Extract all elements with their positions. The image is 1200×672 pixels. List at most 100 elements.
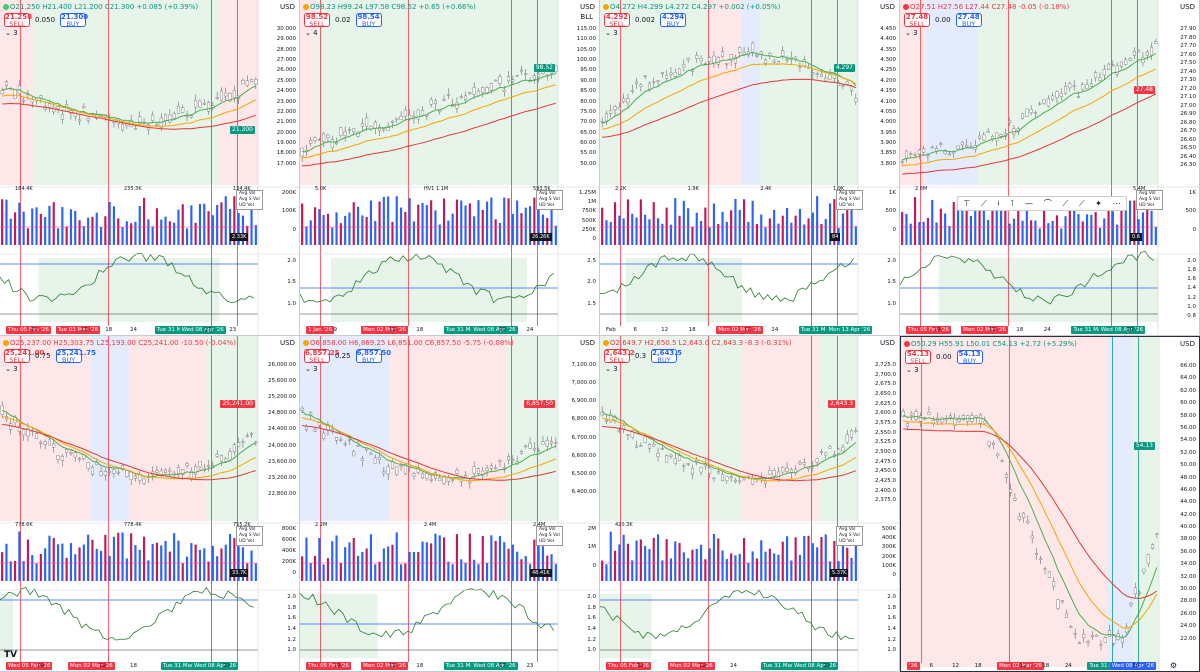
volume-bar xyxy=(635,217,638,245)
volume-bar xyxy=(498,535,502,581)
volume-bar xyxy=(468,203,471,245)
sell-button[interactable]: 98.52 SELL xyxy=(304,13,330,28)
buy-button[interactable]: 21.300 BUY xyxy=(60,13,88,28)
volume-bar xyxy=(61,543,64,581)
candle-body xyxy=(1025,108,1029,117)
volume-bar xyxy=(639,539,642,581)
drawing-tool-icon[interactable]: ⋯ xyxy=(1112,199,1121,208)
sell-button[interactable]: 2,643.2 SELL xyxy=(604,349,635,364)
oscillator-tick: 0.8 xyxy=(1187,312,1196,319)
drawing-tool-icon[interactable]: ✦ xyxy=(1095,199,1102,208)
chart-pane[interactable]: O50.29 H55.91 L50.01 C54.13 +2.72 (+5.29… xyxy=(900,336,1200,672)
candle-body xyxy=(1008,120,1012,123)
oscillator-tick: 1.2 xyxy=(887,636,896,643)
candle-body xyxy=(390,120,394,123)
chart-canvas[interactable] xyxy=(300,0,600,336)
ohlc-values: O6,858.00 H6,869.25 L6,851.00 C6,857.50 … xyxy=(310,339,514,347)
sell-button[interactable]: 21.250 SELL xyxy=(4,13,32,28)
chart-pane[interactable]: O6,858.00 H6,869.25 L6,851.00 C6,857.50 … xyxy=(300,336,600,672)
chart-pane[interactable]: O25,237.00 H25,303.75 L25,193.00 C25,241… xyxy=(0,336,300,672)
buy-button[interactable]: 27.48 BUY xyxy=(955,13,982,28)
indicator-collapse[interactable]: ⌄ 4 xyxy=(305,29,318,37)
volume-bar xyxy=(712,203,716,245)
drawing-tool-icon[interactable]: ⟋ xyxy=(1078,198,1085,208)
indicator-collapse[interactable]: ⌄ 3 xyxy=(905,29,918,37)
volume-bar xyxy=(404,211,407,245)
indicator-collapse[interactable]: ⌄ 3 xyxy=(305,365,318,373)
candle-body xyxy=(1085,84,1089,89)
chart-canvas[interactable] xyxy=(0,336,300,672)
moving-average-line xyxy=(2,94,257,128)
sell-button[interactable]: 54.13 SELL xyxy=(905,350,931,365)
gear-icon[interactable]: ⚙ xyxy=(1169,661,1177,670)
chart-canvas[interactable] xyxy=(600,336,900,672)
price-tick: 110.00 xyxy=(576,36,596,43)
drawing-tool-icon[interactable]: ⊺ xyxy=(1010,199,1015,208)
chevron-down-icon[interactable]: ⌄ xyxy=(305,29,314,37)
buy-button[interactable]: 25,241.75 BUY xyxy=(55,349,96,364)
indicator-collapse[interactable]: ⌄ 3 xyxy=(5,29,18,37)
drawing-tool-icon[interactable]: ⟋ xyxy=(981,198,987,208)
drawing-toolbar[interactable]: ⊤ ⟋ ⟊ ⊺ — ⌒ ⟋ ⟋ ✦ ⋯ xyxy=(957,196,1127,211)
chevron-down-icon[interactable]: ⌄ xyxy=(605,29,614,37)
volume-bar xyxy=(781,541,784,581)
buy-button[interactable]: 54.13 BUY xyxy=(956,350,983,365)
volume-bar xyxy=(605,564,608,581)
drawing-tool-icon[interactable]: ⌒ xyxy=(1043,199,1052,208)
session-zone xyxy=(219,0,258,185)
chevron-down-icon[interactable]: ⌄ xyxy=(905,29,914,37)
indicator-collapse[interactable]: ⌄ 3 xyxy=(5,365,18,373)
chart-canvas[interactable] xyxy=(600,0,900,336)
chart-pane[interactable]: O27.51 H27.56 L27.44 C27.48 -0.05 (-0.18… xyxy=(900,0,1200,336)
ohlc-values: O2,649.7 H2,650.5 L2,643.0 C2,643.3 -8.3… xyxy=(610,339,792,347)
sell-button[interactable]: 6,857.25 SELL xyxy=(304,349,340,364)
tradingview-logo[interactable]: TV xyxy=(4,650,18,660)
volume-bar xyxy=(408,552,411,581)
chart-canvas[interactable] xyxy=(300,336,600,672)
chevron-down-icon[interactable]: ⌄ xyxy=(605,365,614,373)
oscillator-tick: 1.6 xyxy=(1187,276,1196,283)
candle-body xyxy=(90,467,94,475)
date-label: Wed 08 Apr '26 xyxy=(1098,326,1146,334)
price-tick: 2,500.0 xyxy=(875,449,896,455)
candle-body xyxy=(845,81,849,85)
candle-body xyxy=(317,139,321,141)
chart-pane[interactable]: O21.250 H21.400 L21.200 C21.300 +0.085 (… xyxy=(0,0,300,336)
indicator-collapse[interactable]: ⌄ 3 xyxy=(605,365,618,373)
candle-body xyxy=(155,124,159,126)
chart-canvas[interactable] xyxy=(901,337,1200,672)
volume-bar xyxy=(322,564,325,581)
buy-button[interactable]: 2,643.5 BUY xyxy=(651,349,682,364)
chevron-down-icon[interactable]: ⌄ xyxy=(305,365,314,373)
chart-canvas[interactable] xyxy=(0,0,300,336)
candle-body xyxy=(164,114,168,121)
trade-panel: 21.250 SELL 0.050 21.300 BUY xyxy=(4,13,88,28)
indicator-collapse[interactable]: ⌄ 3 xyxy=(605,29,618,37)
chart-pane[interactable]: O98.23 H99.24 L97.58 C98.52 +0.65 (+0.66… xyxy=(300,0,600,336)
indicator-collapse[interactable]: ⌄ 3 xyxy=(906,366,919,374)
volume-bar xyxy=(134,221,137,245)
sell-button[interactable]: 4.292 SELL xyxy=(604,13,630,28)
candle-body xyxy=(643,436,647,443)
sell-button[interactable]: 27.48 SELL xyxy=(904,13,930,28)
candle-body xyxy=(1059,92,1063,98)
chevron-down-icon[interactable]: ⌄ xyxy=(906,366,915,374)
chevron-down-icon[interactable]: ⌄ xyxy=(5,29,14,37)
oscillator-tick: 1.0 xyxy=(587,647,596,654)
drawing-tool-icon[interactable]: — xyxy=(1025,199,1034,208)
chart-canvas[interactable] xyxy=(900,0,1200,336)
sell-button[interactable]: 25,241.00 SELL xyxy=(4,349,44,364)
drawing-tool-icon[interactable]: ⟊ xyxy=(997,198,1000,208)
buy-button[interactable]: 98.54 BUY xyxy=(355,13,382,28)
chart-pane[interactable]: O2,649.7 H2,650.5 L2,643.0 C2,643.3 -8.3… xyxy=(600,336,900,672)
drawing-tool-icon[interactable]: ⟋ xyxy=(1062,198,1069,208)
currency-label: USD xyxy=(880,3,895,11)
volume-bar xyxy=(1051,220,1054,245)
chevron-down-icon[interactable]: ⌄ xyxy=(5,365,14,373)
drawing-tool-icon[interactable]: ⊤ xyxy=(963,199,971,208)
stat-label: Avg S Vol xyxy=(239,197,260,202)
volume-bar xyxy=(550,203,553,245)
buy-button[interactable]: 4.294 BUY xyxy=(660,13,687,28)
chart-pane[interactable]: O4.272 H4.299 L4.272 C4.297 +0.002 (+0.0… xyxy=(600,0,900,336)
buy-button[interactable]: 6,857.50 BUY xyxy=(355,349,391,364)
